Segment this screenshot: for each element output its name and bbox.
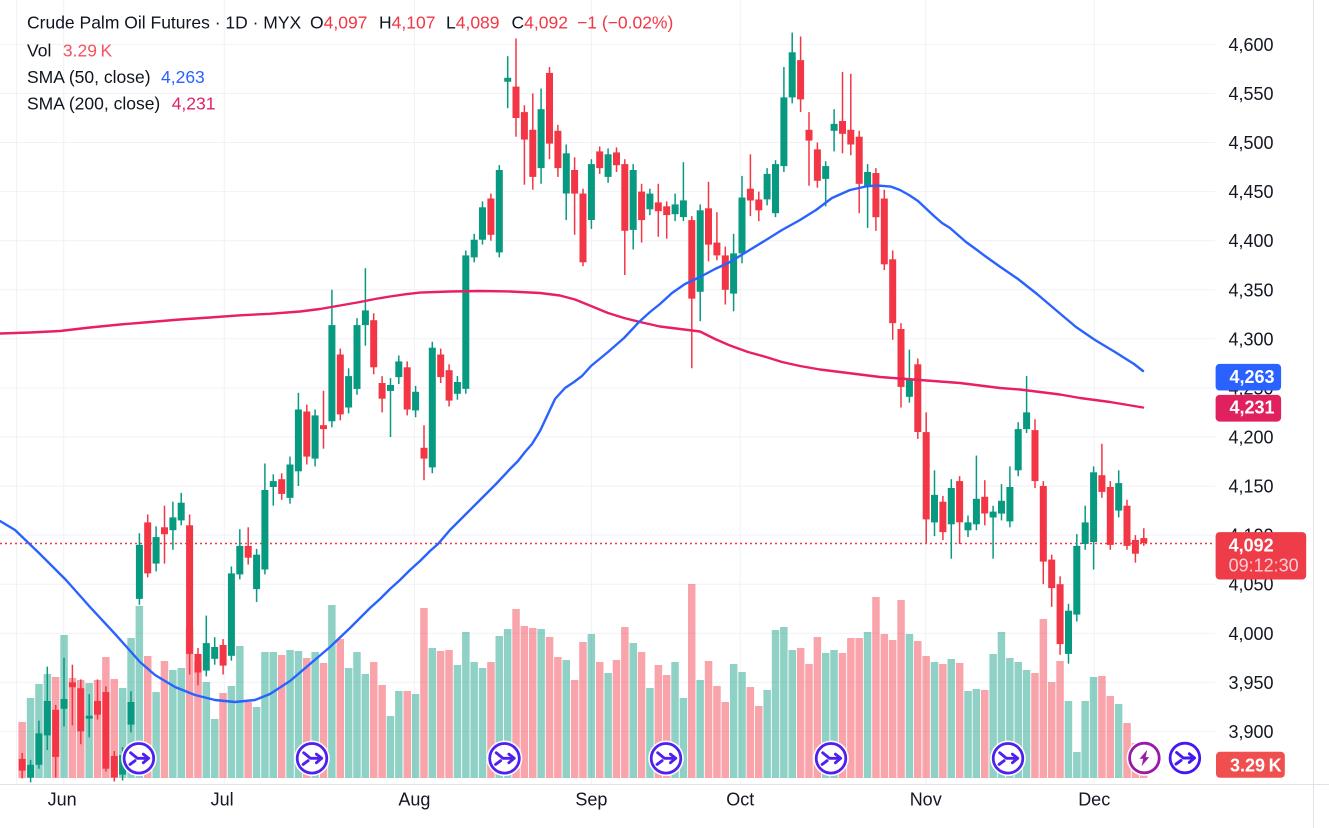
svg-text:Oct: Oct	[726, 790, 754, 810]
svg-text:Nov: Nov	[910, 790, 942, 810]
svg-text:3.29 K: 3.29 K	[1230, 755, 1282, 775]
svg-text:Jun: Jun	[48, 790, 77, 810]
svg-text:4,300: 4,300	[1229, 329, 1274, 349]
svg-text:Dec: Dec	[1078, 790, 1110, 810]
svg-text:4,450: 4,450	[1229, 182, 1274, 202]
svg-text:SMA (200, close)4,231: SMA (200, close) 4,231	[27, 94, 215, 114]
svg-text:SMA (50, close)4,263: SMA (50, close) 4,263	[27, 67, 205, 87]
svg-text:Crude Palm Oil Futures · 1D ·: Crude Palm Oil Futures · 1D · MYX O4,097 H…	[27, 13, 673, 33]
svg-text:4,200: 4,200	[1229, 428, 1274, 448]
svg-text:4,050: 4,050	[1229, 575, 1274, 595]
svg-text:4,231: 4,231	[1230, 397, 1275, 417]
svg-text:3,950: 3,950	[1229, 673, 1274, 693]
svg-text:4,500: 4,500	[1229, 133, 1274, 153]
svg-text:4,600: 4,600	[1229, 35, 1274, 55]
svg-text:4,550: 4,550	[1229, 84, 1274, 104]
svg-text:3,900: 3,900	[1229, 722, 1274, 742]
svg-text:4,350: 4,350	[1229, 280, 1274, 300]
svg-text:Jul: Jul	[211, 790, 234, 810]
svg-text:4,150: 4,150	[1229, 477, 1274, 497]
svg-text:09:12:30: 09:12:30	[1229, 556, 1299, 576]
svg-text:4,400: 4,400	[1229, 231, 1274, 251]
svg-text:Aug: Aug	[398, 790, 430, 810]
svg-text:4,092: 4,092	[1229, 535, 1274, 555]
svg-text:4,000: 4,000	[1229, 624, 1274, 644]
svg-text:Sep: Sep	[575, 790, 607, 810]
svg-text:4,263: 4,263	[1230, 367, 1275, 387]
